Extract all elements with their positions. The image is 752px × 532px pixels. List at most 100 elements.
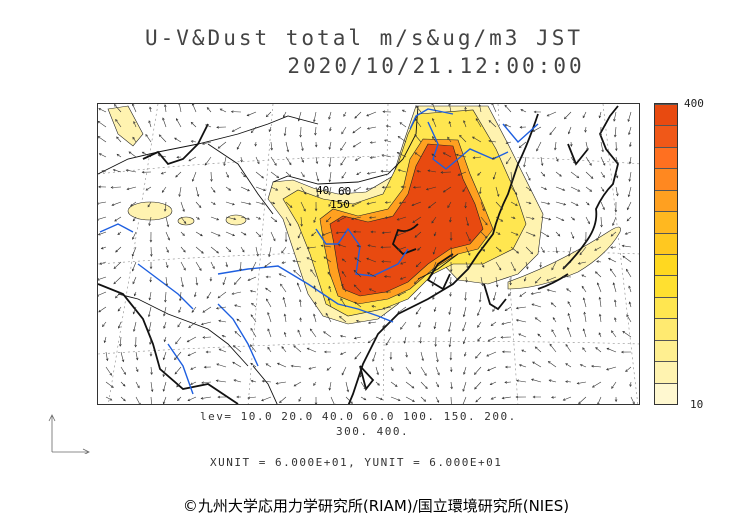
wind-vector xyxy=(381,154,392,158)
wind-vector xyxy=(591,365,602,368)
wind-vector-head xyxy=(239,268,242,272)
wind-vector-head xyxy=(205,350,209,354)
wind-vector-head xyxy=(532,129,536,132)
wind-vector-head xyxy=(581,285,585,289)
wind-vector xyxy=(285,171,292,177)
wind-vector xyxy=(177,321,182,328)
wind-vector-head xyxy=(206,296,210,299)
wind-vector-head xyxy=(450,386,453,390)
wind-vector-head xyxy=(328,204,331,207)
wind-vector-head xyxy=(449,357,453,361)
wind-vector xyxy=(495,261,502,271)
wind-vector xyxy=(284,332,287,338)
wind-vector-head xyxy=(531,378,534,382)
wind-vector-head xyxy=(201,142,205,145)
wind-vector xyxy=(188,321,197,328)
wind-vector-head xyxy=(609,268,613,272)
wind-vector-head xyxy=(449,369,453,373)
wind-vector-head xyxy=(268,254,271,258)
wind-vector-head xyxy=(616,193,619,197)
wind-vector-head xyxy=(523,278,527,282)
wind-vector-head xyxy=(326,368,330,371)
wind-vector-head xyxy=(419,340,422,344)
wind-vector-head xyxy=(565,380,568,383)
wind-vector-head xyxy=(148,297,152,301)
wind-vector-head xyxy=(449,219,452,223)
wind-vector xyxy=(161,171,167,175)
wind-vector-head xyxy=(213,202,216,205)
wind-vector-head xyxy=(228,188,232,191)
wind-vector xyxy=(270,201,275,205)
wind-vector xyxy=(555,246,558,253)
wind-vector xyxy=(240,261,242,271)
wind-vector xyxy=(367,272,377,278)
wind-vector xyxy=(416,170,422,173)
wind-vector-head xyxy=(217,295,221,299)
wind-vector xyxy=(510,171,513,182)
wind-vector-head xyxy=(249,344,253,348)
wind-vector xyxy=(473,156,482,159)
wind-vector-head xyxy=(296,247,299,250)
wind-vector-head xyxy=(339,315,342,319)
wind-vector-head xyxy=(111,385,114,388)
wind-vector-head xyxy=(396,233,399,237)
wind-vector xyxy=(370,141,377,144)
wind-vector xyxy=(195,186,199,197)
wind-vector xyxy=(583,297,587,308)
wind-vector xyxy=(250,344,257,353)
wind-vector xyxy=(516,306,527,309)
wind-vector-head xyxy=(400,262,403,265)
wind-vector xyxy=(457,171,467,176)
wind-vector xyxy=(465,246,471,256)
wind-vector-head xyxy=(397,135,401,139)
wind-vector-head xyxy=(412,186,416,189)
wind-vector-head xyxy=(528,201,532,205)
wind-vector-head xyxy=(615,175,619,179)
wind-vector-head xyxy=(582,347,585,350)
wind-vector xyxy=(551,261,557,270)
wind-vector-head xyxy=(575,203,579,206)
wind-vector-head xyxy=(583,311,586,315)
wind-vector-head xyxy=(264,264,267,268)
wind-vector xyxy=(328,298,332,308)
wind-vector xyxy=(584,312,587,323)
wind-vector xyxy=(285,216,292,226)
wind-vector-head xyxy=(279,400,282,404)
wind-vector-head xyxy=(223,163,226,167)
wind-vector xyxy=(223,156,227,166)
wind-vector-head xyxy=(188,158,192,162)
colorbar-segment xyxy=(655,125,677,147)
wind-vector-head xyxy=(614,317,617,321)
wind-vector xyxy=(525,201,531,204)
wind-vector-head xyxy=(236,146,240,150)
wind-vector xyxy=(525,171,531,181)
wind-vector-head xyxy=(474,386,477,390)
wind-vector-head xyxy=(297,329,301,333)
wind-vector-head xyxy=(448,120,452,124)
wind-vector-head xyxy=(562,265,566,269)
wind-vector-head xyxy=(276,175,280,179)
wind-vector-head xyxy=(475,399,479,403)
vector-unit-info: XUNIT = 6.000E+01, YUNIT = 6.000E+01 xyxy=(210,456,503,469)
wind-vector xyxy=(398,136,407,143)
wind-vector-head xyxy=(288,174,292,177)
wind-vector-head xyxy=(372,359,375,362)
wind-vector-head xyxy=(464,298,467,301)
wind-vector-head xyxy=(205,124,208,127)
wind-vector-head xyxy=(197,217,200,220)
wind-vector xyxy=(119,336,122,347)
wind-vector-head xyxy=(162,357,166,361)
wind-vector xyxy=(165,216,169,227)
wind-vector xyxy=(570,216,575,221)
wind-vector-head xyxy=(398,201,402,205)
wind-vector-head xyxy=(602,175,605,178)
wind-vector xyxy=(532,126,542,132)
wind-vector xyxy=(382,231,392,234)
wind-vector xyxy=(475,351,482,359)
wind-vector xyxy=(113,261,122,269)
wind-vector-head xyxy=(202,310,206,313)
wind-vector xyxy=(396,231,407,236)
wind-vector-head xyxy=(309,328,313,332)
wind-vector xyxy=(516,319,527,323)
wind-vector xyxy=(402,109,407,113)
